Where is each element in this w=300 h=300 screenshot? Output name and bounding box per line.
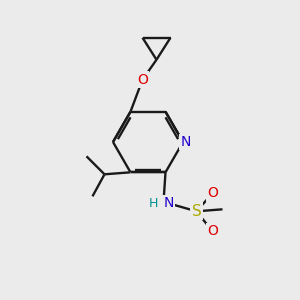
Text: S: S (192, 204, 201, 219)
Text: O: O (137, 73, 148, 87)
Text: N: N (181, 135, 191, 149)
Text: O: O (207, 186, 218, 200)
Text: O: O (207, 224, 218, 238)
Text: H: H (149, 197, 158, 210)
Text: N: N (163, 196, 174, 210)
